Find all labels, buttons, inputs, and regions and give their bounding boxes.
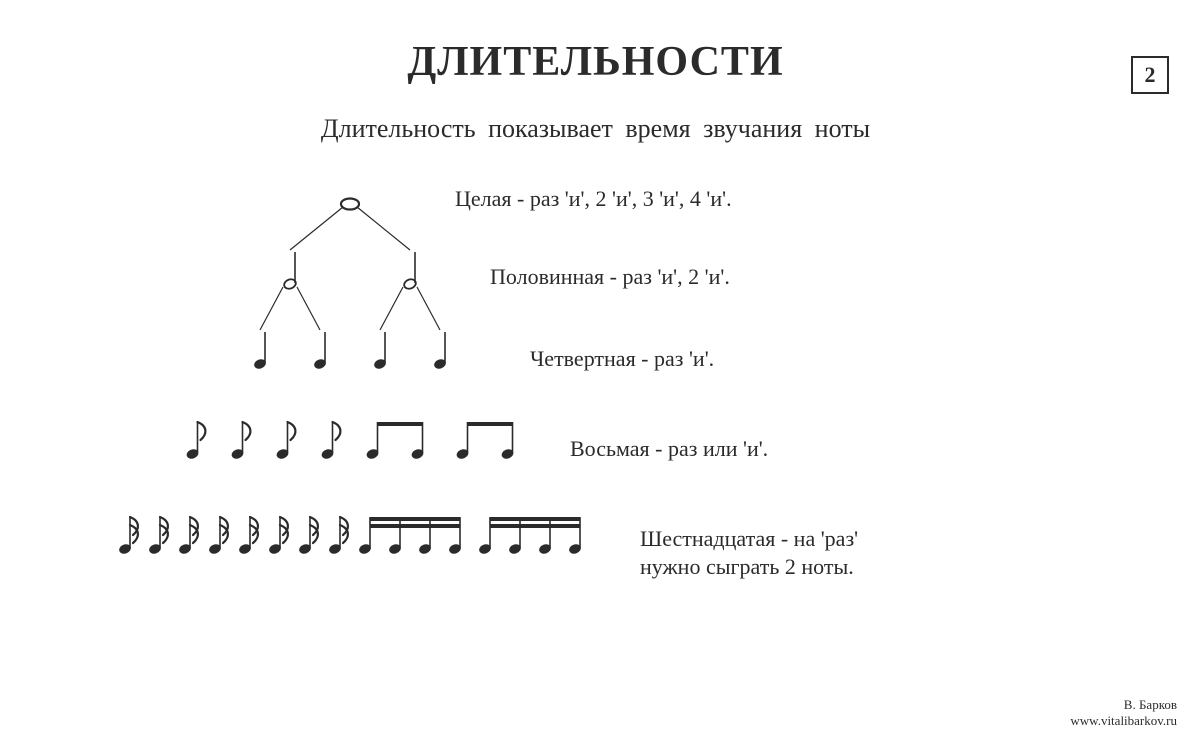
attribution: В. Барков www.vitalibarkov.ru (1070, 697, 1177, 730)
attribution-site: www.vitalibarkov.ru (1070, 713, 1177, 729)
row-label-half: Половинная - раз 'и', 2 'и'. (490, 264, 730, 290)
tree-svg (0, 164, 1191, 634)
row-label-sixteenth-line2: нужно сыграть 2 ноты. (640, 554, 854, 580)
duration-tree-diagram: Целая - раз 'и', 2 'и', 3 'и', 4 'и'. Пол… (0, 164, 1191, 634)
row-label-quarter: Четвертная - раз 'и'. (530, 346, 714, 372)
row-label-eighth: Восьмая - раз или 'и'. (570, 436, 768, 462)
page-number-value: 2 (1145, 62, 1156, 88)
page-subtitle: Длительность показывает время звучания н… (0, 114, 1191, 144)
row-label-sixteenth: Шестнадцатая - на 'раз' (640, 526, 858, 552)
page-number: 2 (1131, 56, 1169, 94)
page-title: ДЛИТЕЛЬНОСТИ (0, 38, 1191, 86)
row-label-whole: Целая - раз 'и', 2 'и', 3 'и', 4 'и'. (455, 186, 732, 212)
